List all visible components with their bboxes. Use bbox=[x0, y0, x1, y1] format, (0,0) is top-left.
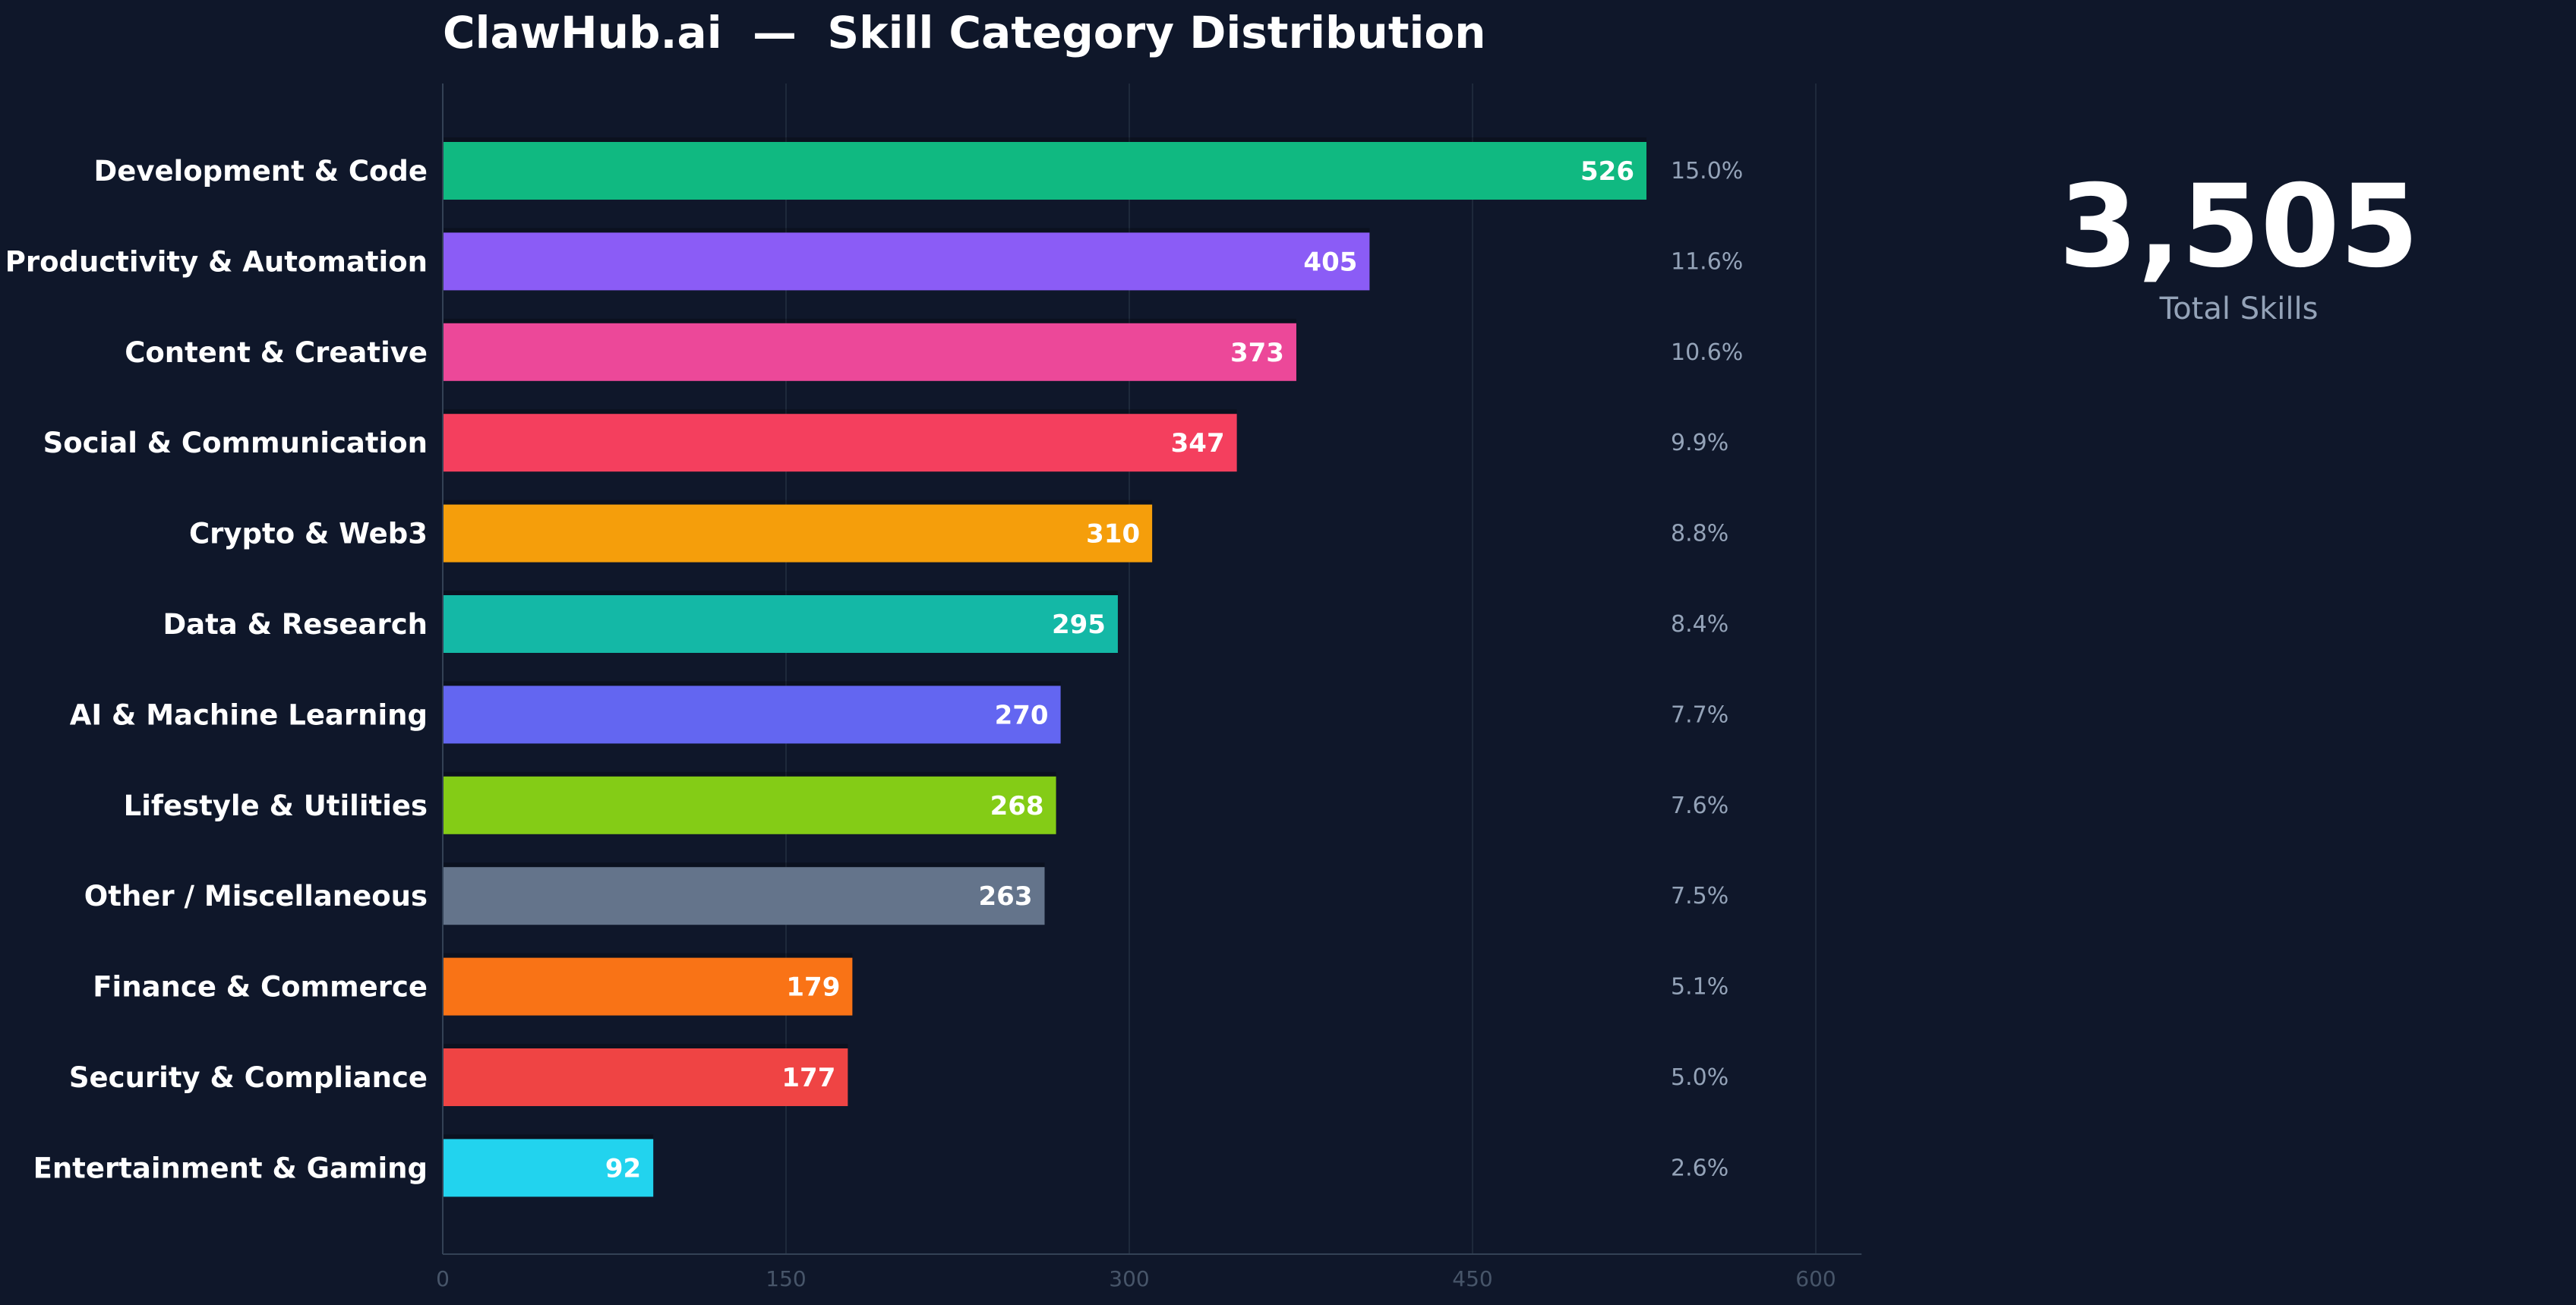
x-tick-label-600: 600 bbox=[1795, 1266, 1836, 1291]
bar-content-creative bbox=[443, 323, 1296, 381]
x-tick-label-0: 0 bbox=[436, 1266, 450, 1291]
bar-lifestyle-utilities bbox=[443, 776, 1056, 834]
total-skills-value: 3,505 bbox=[2059, 161, 2419, 293]
category-label-finance-commerce: Finance & Commerce bbox=[93, 971, 428, 1004]
category-label-crypto-web3: Crypto & Web3 bbox=[189, 518, 428, 550]
percent-label-ai-machine-learning: 7.7% bbox=[1671, 701, 1728, 728]
value-label-ai-machine-learning: 270 bbox=[995, 700, 1049, 730]
x-tick-label-150: 150 bbox=[766, 1266, 806, 1291]
value-label-social-communication: 347 bbox=[1171, 428, 1225, 459]
percent-label-finance-commerce: 5.1% bbox=[1671, 974, 1728, 1001]
value-label-data-research: 295 bbox=[1052, 610, 1106, 640]
x-tick-label-450: 450 bbox=[1452, 1266, 1492, 1291]
value-label-security-compliance: 177 bbox=[781, 1063, 835, 1093]
x-tick-label-300: 300 bbox=[1109, 1266, 1149, 1291]
percent-label-lifestyle-utilities: 7.6% bbox=[1671, 793, 1728, 819]
value-label-finance-commerce: 179 bbox=[786, 972, 840, 1003]
category-label-lifestyle-utilities: Lifestyle & Utilities bbox=[124, 790, 428, 822]
percent-label-data-research: 8.4% bbox=[1671, 611, 1728, 638]
category-label-security-compliance: Security & Compliance bbox=[69, 1061, 428, 1094]
percent-label-other-miscellaneous: 7.5% bbox=[1671, 883, 1728, 909]
category-label-ai-machine-learning: AI & Machine Learning bbox=[70, 698, 428, 731]
category-label-productivity-automation: Productivity & Automation bbox=[5, 245, 428, 278]
percent-label-social-communication: 9.9% bbox=[1671, 430, 1728, 456]
category-label-other-miscellaneous: Other / Miscellaneous bbox=[84, 880, 428, 913]
bar-productivity-automation bbox=[443, 232, 1370, 291]
value-label-productivity-automation: 405 bbox=[1303, 247, 1357, 277]
value-label-lifestyle-utilities: 268 bbox=[990, 791, 1044, 821]
total-skills-label: Total Skills bbox=[2159, 292, 2319, 326]
bars-layer: Development & Code 526 15.0% Productivity &… bbox=[5, 137, 1743, 1197]
category-label-development-code: Development & Code bbox=[94, 155, 428, 188]
axis-layer: 0 150 300 450 600 bbox=[436, 84, 1862, 1291]
percent-label-entertainment-gaming: 2.6% bbox=[1671, 1155, 1728, 1181]
category-label-data-research: Data & Research bbox=[163, 608, 428, 641]
value-label-other-miscellaneous: 263 bbox=[979, 881, 1033, 912]
bar-social-communication bbox=[443, 414, 1237, 472]
bar-other-miscellaneous bbox=[443, 867, 1045, 925]
bar-security-compliance bbox=[443, 1048, 848, 1106]
percent-label-content-creative: 10.6% bbox=[1671, 339, 1743, 366]
chart-title: ClawHub.ai — Skill Category Distribution bbox=[443, 7, 1486, 58]
bar-ai-machine-learning bbox=[443, 686, 1061, 744]
percent-label-development-code: 15.0% bbox=[1671, 158, 1743, 184]
percent-label-security-compliance: 5.0% bbox=[1671, 1064, 1728, 1091]
bar-data-research bbox=[443, 595, 1118, 653]
value-label-entertainment-gaming: 92 bbox=[605, 1153, 641, 1184]
percent-label-crypto-web3: 8.8% bbox=[1671, 521, 1728, 547]
category-label-social-communication: Social & Communication bbox=[43, 427, 428, 459]
value-label-crypto-web3: 310 bbox=[1086, 519, 1140, 550]
percent-label-productivity-automation: 11.6% bbox=[1671, 248, 1743, 275]
value-label-content-creative: 373 bbox=[1230, 338, 1284, 368]
bar-crypto-web3 bbox=[443, 504, 1153, 563]
category-label-content-creative: Content & Creative bbox=[125, 336, 428, 369]
bar-finance-commerce bbox=[443, 957, 853, 1016]
bar-development-code bbox=[443, 142, 1647, 200]
bar-entertainment-gaming bbox=[443, 1139, 654, 1197]
category-label-entertainment-gaming: Entertainment & Gaming bbox=[33, 1152, 428, 1184]
value-label-development-code: 526 bbox=[1580, 156, 1634, 187]
